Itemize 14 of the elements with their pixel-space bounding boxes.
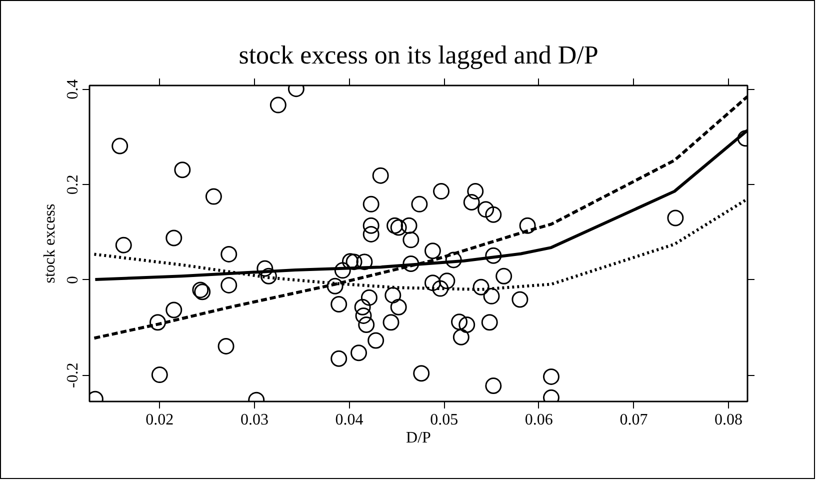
x-tick-label: 0.07 — [620, 412, 648, 428]
y-tick-label: 0.4 — [64, 79, 82, 100]
y-tick-label: -0.2 — [64, 362, 82, 388]
y-tick-label: 0.2 — [64, 174, 82, 195]
x-tick-label: 0.04 — [335, 412, 364, 428]
chart-title: stock excess on its lagged and D/P — [238, 40, 598, 70]
x-tick-label: 0.02 — [146, 412, 174, 428]
x-tick-label: 0.08 — [714, 412, 743, 428]
x-tick-label: 0.05 — [430, 412, 458, 428]
y-axis-title: stock excess — [42, 204, 58, 284]
x-tick-label: 0.06 — [524, 412, 553, 428]
x-axis-title: D/P — [406, 430, 432, 446]
y-tick-label: 0 — [64, 276, 82, 284]
x-tick-label: 0.03 — [240, 412, 268, 428]
